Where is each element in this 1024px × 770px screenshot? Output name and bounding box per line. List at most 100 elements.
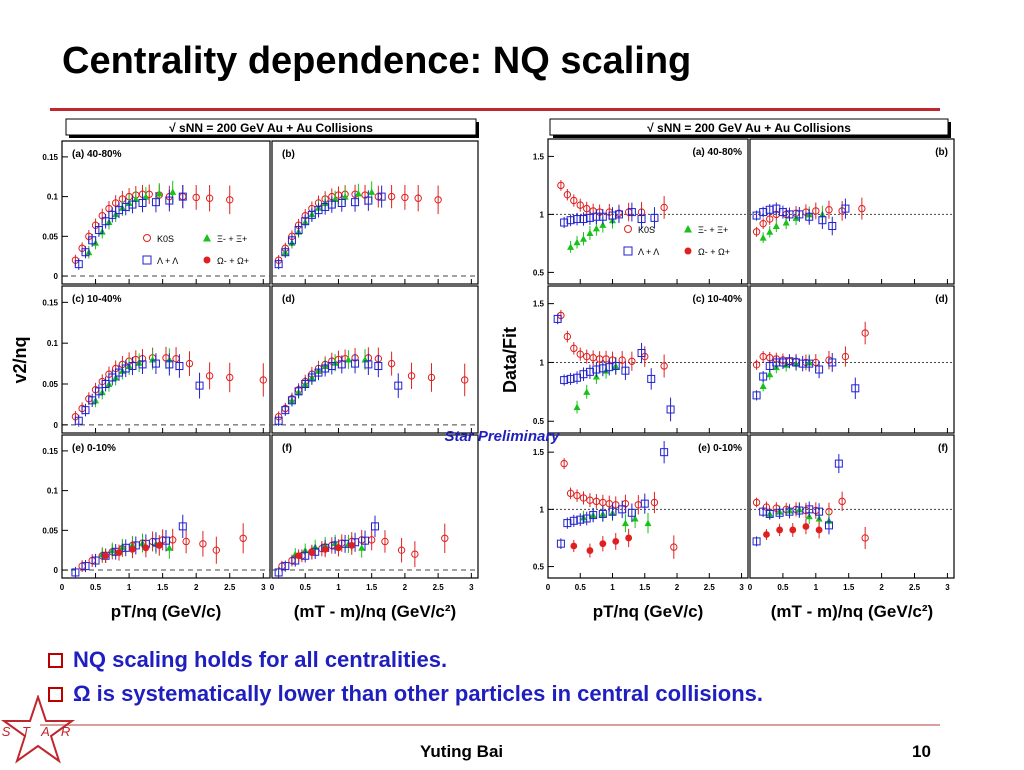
k0s-point (414, 194, 422, 202)
lambda-point (566, 216, 575, 225)
y-tick-label: 1.5 (533, 448, 545, 457)
y-tick-label: 1 (540, 210, 545, 219)
lambda-point (128, 362, 137, 371)
legend-entry: Ω- + Ω+ (217, 256, 249, 266)
omega-point (115, 549, 123, 556)
panel-label: (c) 10-40% (693, 294, 743, 305)
lambda-point (81, 248, 90, 257)
bullet-text: is systematically lower than other parti… (96, 681, 763, 706)
omega-point (815, 526, 823, 534)
lambda-point (138, 198, 147, 207)
lambda-point (592, 365, 601, 374)
x-tick-label: 0.5 (90, 583, 102, 592)
panel-frame (749, 285, 955, 434)
k0s-point (660, 362, 668, 370)
k0s-point (397, 546, 406, 554)
footer-divider (40, 724, 940, 726)
x-axis-label: (mT - m)/nq (GeV/c²) (294, 602, 456, 621)
lambda-point (287, 236, 296, 245)
lambda-point (71, 568, 80, 577)
panel-label: (d) (282, 294, 295, 305)
k0s-point (560, 459, 568, 468)
lambda-point (765, 509, 774, 518)
omega-symbol: Ω (73, 681, 91, 706)
lambda-point (115, 368, 124, 377)
xi-point (766, 370, 774, 378)
footer-author: Yuting Bai (420, 742, 504, 761)
lambda-point (178, 192, 187, 201)
lambda-point (569, 516, 578, 525)
legend-entry: Λ + Λ (638, 247, 659, 257)
lambda-point (361, 536, 370, 545)
figure: √ sNN = 200 GeV Au + Au Collisions 0 0.05 0… (10, 118, 955, 621)
panel-label: (d) (935, 294, 948, 305)
omega-point (612, 537, 620, 545)
lambda-point (621, 366, 630, 375)
x-tick-label: 1 (336, 583, 341, 592)
k0s-point (434, 196, 442, 204)
omega-point (295, 552, 302, 560)
omega-point (142, 544, 150, 552)
y-tick-label: 0.1 (47, 339, 59, 348)
lambda-point (301, 380, 310, 388)
y-tick-label: 1.5 (533, 300, 545, 309)
xi-point (165, 544, 173, 551)
lambda-point (151, 359, 160, 368)
lambda-point (337, 360, 346, 369)
k0s-point (566, 489, 575, 498)
k0s-point (239, 534, 247, 542)
lambda-point (640, 499, 649, 508)
legend-entry: K0S (638, 225, 655, 235)
lambda-point (374, 362, 383, 371)
legend-omega-marker (684, 247, 692, 255)
lambda-point (108, 373, 117, 382)
y-tick-label: 0.05 (42, 380, 58, 389)
x-tick-label: 2 (194, 583, 199, 592)
lambda-point (274, 260, 283, 269)
lambda-point (759, 372, 768, 381)
lambda-point (795, 210, 804, 219)
lambda-point (138, 360, 147, 369)
xi-point (155, 189, 163, 197)
panel-label: (e) 0-10% (698, 443, 742, 454)
lambda-point (608, 211, 617, 220)
lambda-point (805, 212, 814, 221)
xi-point (344, 356, 352, 363)
x-tick-label: 0 (546, 583, 551, 592)
panel-frame (749, 138, 955, 285)
lambda-point (608, 507, 617, 516)
lambda-point (785, 507, 794, 516)
omega-point (102, 552, 110, 560)
lambda-point (175, 362, 184, 371)
k0s-point (427, 373, 436, 382)
y-tick-label: 0.05 (42, 526, 58, 535)
lambda-point (605, 363, 614, 372)
xi-point (142, 193, 150, 200)
omega-point (599, 540, 607, 548)
x-axis-label: pT/nq (GeV/c) (593, 602, 704, 621)
x-tick-label: 2.5 (909, 583, 921, 592)
y-axis-label: Data/Fit (500, 327, 520, 393)
x-tick-label: 3 (945, 583, 950, 592)
lambda-point (88, 396, 97, 405)
k0s-point (557, 181, 565, 190)
k0s-point (576, 350, 584, 358)
lambda-point (351, 359, 360, 368)
x-tick-label: 1.5 (366, 583, 378, 592)
lambda-point (614, 210, 623, 219)
panel-frame (547, 285, 749, 434)
lambda-point (74, 260, 83, 269)
x-tick-label: 0.5 (575, 583, 587, 592)
lambda-point (815, 507, 824, 516)
lambda-point (91, 556, 100, 565)
omega-point (321, 546, 329, 553)
x-tick-label: 1 (127, 583, 132, 592)
k0s-point (579, 494, 588, 502)
star-logo: S T A R (0, 695, 76, 764)
lambda-point (592, 212, 601, 221)
panel-frame (61, 140, 271, 285)
k0s-point (752, 361, 761, 369)
lambda-point (327, 200, 336, 209)
panel-frame (61, 434, 271, 579)
k0s-point (461, 376, 469, 384)
